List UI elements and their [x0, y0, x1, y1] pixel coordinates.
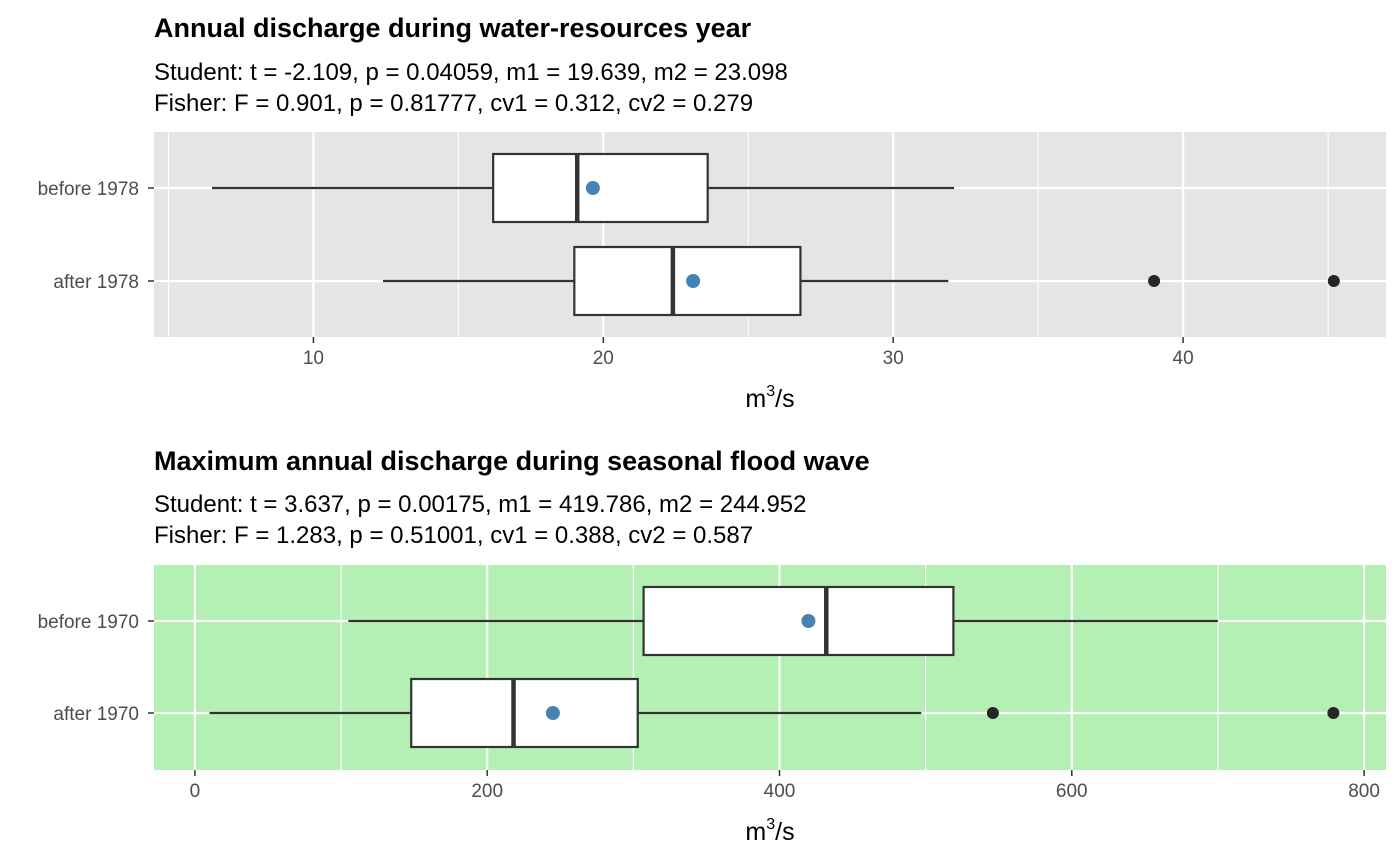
x-tick-label: 800 — [1348, 781, 1380, 802]
chart-subtitle-student: Student: t = -2.109, p = 0.04059, m1 = 1… — [154, 59, 788, 86]
outlier-point — [1148, 275, 1161, 287]
category-label: before 1970 — [38, 612, 139, 633]
x-axis-ticks: 0 200 400 600 800 — [148, 620, 1380, 802]
x-axis-title-tail: /s — [775, 818, 794, 846]
x-axis-title: m3/s — [745, 816, 794, 846]
x-tick-label: 30 — [883, 348, 904, 369]
chart-subtitle-fisher: Fisher: F = 1.283, p = 0.51001, cv1 = 0.… — [154, 522, 753, 549]
box-iqr — [492, 152, 709, 224]
chart-max-discharge: Maximum annual discharge during seasonal… — [38, 446, 1386, 846]
category-label: before 1978 — [38, 179, 139, 200]
chart-subtitle-fisher: Fisher: F = 0.901, p = 0.81777, cv1 = 0.… — [154, 90, 753, 117]
x-axis-title-sup: 3 — [766, 383, 775, 400]
x-tick-label: 200 — [471, 781, 503, 802]
chart-title: Annual discharge during water-resources … — [154, 13, 752, 43]
x-tick-label: 400 — [764, 781, 796, 802]
x-tick-label: 10 — [303, 348, 324, 369]
x-axis-title-sup: 3 — [766, 816, 775, 833]
outlier-point — [1327, 275, 1340, 287]
x-tick-label: 0 — [190, 781, 201, 802]
chart-annual-discharge: Annual discharge during water-resources … — [38, 13, 1386, 413]
outlier-point — [986, 707, 999, 719]
mean-point — [585, 181, 600, 195]
x-axis-title-base: m — [745, 818, 766, 846]
box-iqr — [410, 677, 639, 749]
mean-point — [801, 614, 816, 628]
box-iqr — [642, 585, 955, 657]
outlier-point — [1327, 707, 1340, 719]
plot-area — [154, 132, 1386, 337]
mean-point — [545, 706, 560, 720]
x-tick-label: 40 — [1173, 348, 1194, 369]
x-tick-label: 20 — [593, 348, 614, 369]
category-label: after 1978 — [53, 272, 139, 293]
chart-subtitle-student: Student: t = 3.637, p = 0.00175, m1 = 41… — [154, 491, 807, 518]
x-axis-title-tail: /s — [775, 385, 794, 413]
x-tick-label: 600 — [1056, 781, 1088, 802]
x-axis-ticks: 10 20 30 40 — [148, 187, 1194, 369]
plot-area — [154, 565, 1386, 770]
chart-title: Maximum annual discharge during seasonal… — [154, 446, 870, 476]
category-label: after 1970 — [53, 704, 139, 725]
x-axis-title: m3/s — [745, 383, 794, 413]
mean-point — [686, 274, 701, 288]
x-axis-title-base: m — [745, 385, 766, 413]
